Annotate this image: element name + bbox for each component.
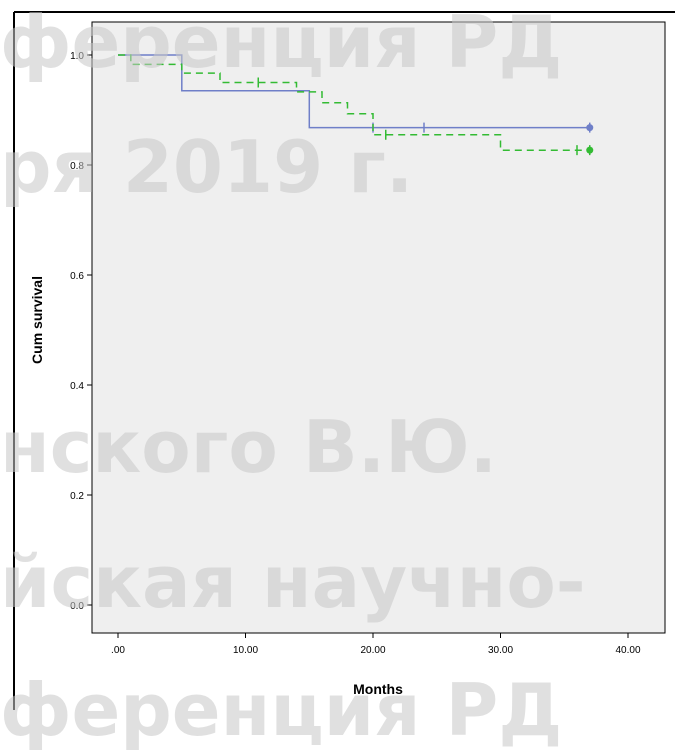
x-tick-label: 40.00 [615, 645, 640, 656]
plot-area [91, 21, 666, 634]
y-tick-label: 0.4 [70, 381, 84, 392]
x-tick-label: .00 [111, 645, 125, 656]
survival-curve-2 [118, 54, 590, 151]
x-axis-label: Months [353, 681, 403, 697]
y-tick-label: 0.6 [70, 271, 84, 282]
y-tick-label: 0.8 [70, 161, 84, 172]
y-axis-label: Cum survival [29, 276, 45, 364]
y-tick-label: 0.2 [70, 491, 84, 502]
censor-point [586, 146, 594, 154]
censor-point [586, 124, 594, 132]
y-tick-label: 0.0 [70, 601, 84, 612]
y-tick-label: 1.0 [70, 51, 84, 62]
x-tick-label: 30.00 [488, 645, 513, 656]
survival-curve-1 [118, 54, 590, 129]
x-tick-label: 20.00 [360, 645, 385, 656]
x-tick-label: 10.00 [233, 645, 258, 656]
series-layer [118, 54, 594, 156]
axis-layer: .00 10.00 20.00 30.00 40.00 0.0 0.2 0.4 0.6 0.8 1.… [70, 51, 641, 656]
survival-chart: .00 10.00 20.00 30.00 40.00 0.0 0.2 0.4 0.6 0.8 1.… [13, 11, 675, 710]
